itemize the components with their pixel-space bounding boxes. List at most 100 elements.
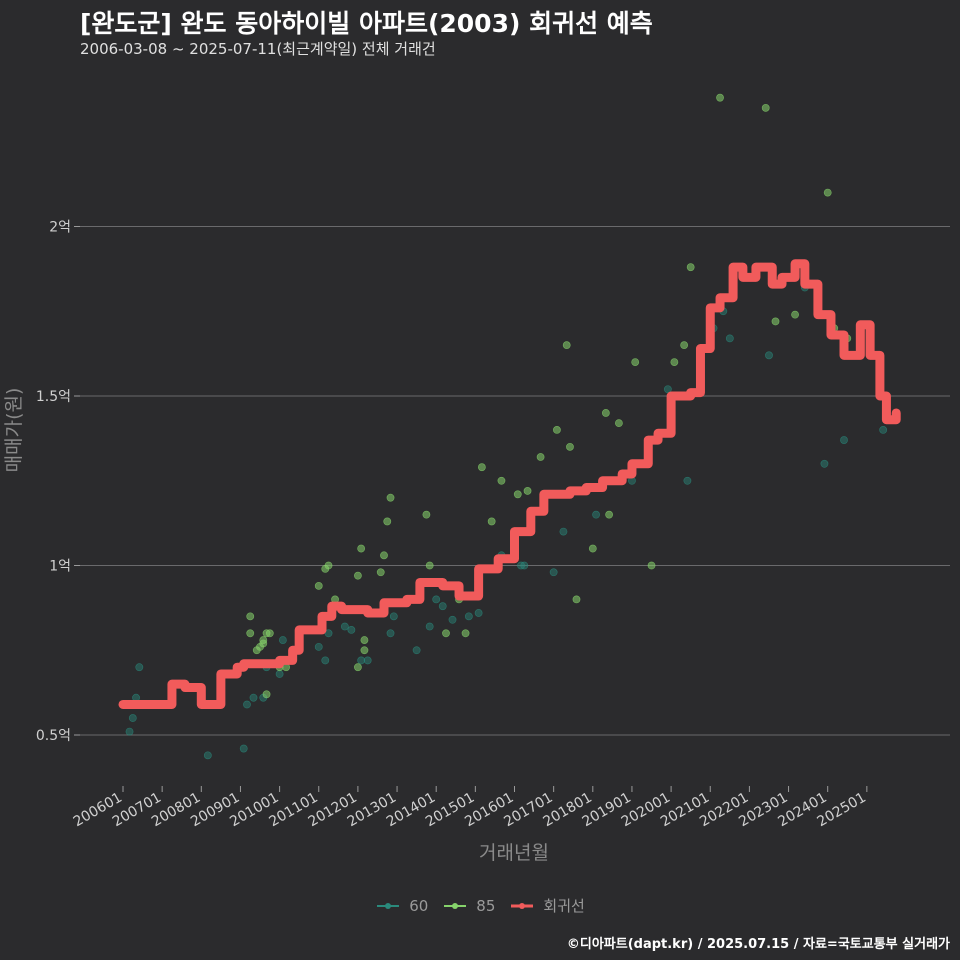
data-point-60 — [820, 459, 829, 468]
data-point-85 — [386, 493, 395, 502]
data-point-85 — [357, 544, 366, 553]
x-axis-title: 거래년월 — [479, 842, 549, 864]
legend-key — [444, 902, 467, 909]
y-tick-label: 0.5억 — [36, 728, 71, 744]
data-point-60 — [438, 602, 447, 611]
data-point-60 — [663, 385, 672, 394]
legend-key-dot — [452, 902, 459, 909]
data-point-60 — [389, 612, 398, 621]
data-point-60 — [474, 609, 483, 617]
data-point-85 — [716, 93, 724, 102]
data-point-60 — [363, 656, 372, 665]
data-point-85 — [461, 629, 470, 638]
points-layer — [125, 93, 888, 760]
data-point-60 — [125, 727, 134, 736]
data-point-85 — [442, 629, 450, 638]
data-point-85 — [615, 419, 623, 428]
data-point-60 — [321, 656, 330, 665]
legend: 60 85 회귀선 — [0, 895, 960, 916]
data-point-60 — [559, 527, 568, 536]
data-point-85 — [383, 517, 392, 526]
data-point-85 — [380, 551, 388, 560]
grid-layer — [80, 226, 950, 736]
data-point-60 — [314, 642, 323, 651]
legend-key — [377, 902, 400, 909]
data-point-85 — [823, 188, 832, 197]
regression-line — [118, 259, 901, 709]
data-point-60 — [765, 351, 773, 360]
data-point-60 — [386, 629, 395, 638]
data-point-85 — [761, 103, 770, 112]
data-point-60 — [357, 656, 366, 665]
data-point-85 — [262, 690, 271, 699]
chart-subtitle: 2006-03-08 ~ 2025-07-11(최근계약일) 전체 거래건 — [80, 40, 436, 58]
data-point-85 — [572, 595, 581, 604]
data-point-85 — [523, 487, 532, 495]
legend-item-1: 60 — [375, 896, 428, 916]
data-point-60 — [239, 744, 248, 753]
legend-key — [511, 902, 534, 909]
data-point-60 — [464, 612, 473, 621]
data-point-85 — [670, 358, 679, 366]
data-point-85 — [771, 317, 780, 326]
data-point-85 — [324, 561, 333, 570]
y-tick-label: 1억 — [49, 559, 71, 575]
data-point-85 — [353, 663, 362, 672]
data-point-85 — [246, 629, 255, 638]
chart-title: [완도군] 완도 동아하이빌 아파트(2003) 회귀선 예측 — [80, 9, 653, 38]
data-point-85 — [588, 544, 597, 553]
data-point-85 — [631, 358, 640, 366]
legend-item-2: 85 — [442, 896, 495, 916]
data-point-85 — [360, 646, 369, 655]
legend-key-dot — [385, 902, 392, 909]
legend-key-dot — [519, 902, 526, 909]
data-point-85 — [791, 310, 799, 319]
data-point-85 — [360, 636, 369, 644]
data-point-85 — [422, 510, 431, 519]
y-tick-label: 1.5억 — [36, 389, 71, 405]
data-point-60 — [549, 568, 558, 577]
data-point-60 — [203, 751, 212, 760]
legend-label: 85 — [476, 896, 496, 915]
data-point-60 — [879, 425, 888, 434]
data-point-60 — [840, 436, 848, 444]
data-point-85 — [353, 571, 362, 580]
data-point-60 — [412, 646, 421, 655]
data-point-85 — [376, 568, 385, 577]
data-point-85 — [425, 561, 434, 570]
legend-label: 회귀선 — [543, 897, 585, 915]
data-point-60 — [135, 663, 144, 672]
data-point-85 — [246, 612, 255, 621]
data-point-85 — [680, 341, 689, 350]
data-point-60 — [278, 636, 287, 644]
data-point-60 — [592, 510, 600, 519]
source-caption: ©디아파트(dapt.kr) / 2025.07.15 / 자료=국토교통부 실… — [566, 937, 950, 952]
data-point-85 — [601, 409, 610, 417]
data-point-60 — [275, 670, 284, 678]
regression-layer — [118, 259, 901, 709]
data-point-85 — [686, 263, 695, 272]
data-point-85 — [647, 561, 656, 570]
data-point-85 — [259, 636, 268, 644]
data-point-60 — [249, 693, 258, 702]
y-axis-title: 매매가(원) — [3, 388, 25, 473]
data-point-85 — [265, 629, 274, 638]
data-point-60 — [340, 622, 349, 631]
data-point-60 — [725, 334, 734, 343]
data-point-60 — [432, 595, 441, 604]
data-point-85 — [513, 490, 522, 499]
axis-layer: 0.5억1억1.5억2억2006012007012008012009012010… — [36, 220, 869, 831]
data-point-85 — [553, 425, 561, 434]
data-point-85 — [314, 581, 323, 590]
data-point-60 — [425, 622, 434, 631]
y-tick-label: 2억 — [49, 220, 71, 236]
data-point-60 — [520, 561, 529, 570]
data-point-60 — [448, 615, 457, 624]
data-point-60 — [243, 700, 251, 709]
data-point-85 — [497, 476, 506, 485]
data-point-85 — [536, 453, 545, 461]
data-point-60 — [347, 626, 356, 634]
data-point-85 — [487, 517, 496, 526]
legend-label: 60 — [409, 896, 429, 915]
